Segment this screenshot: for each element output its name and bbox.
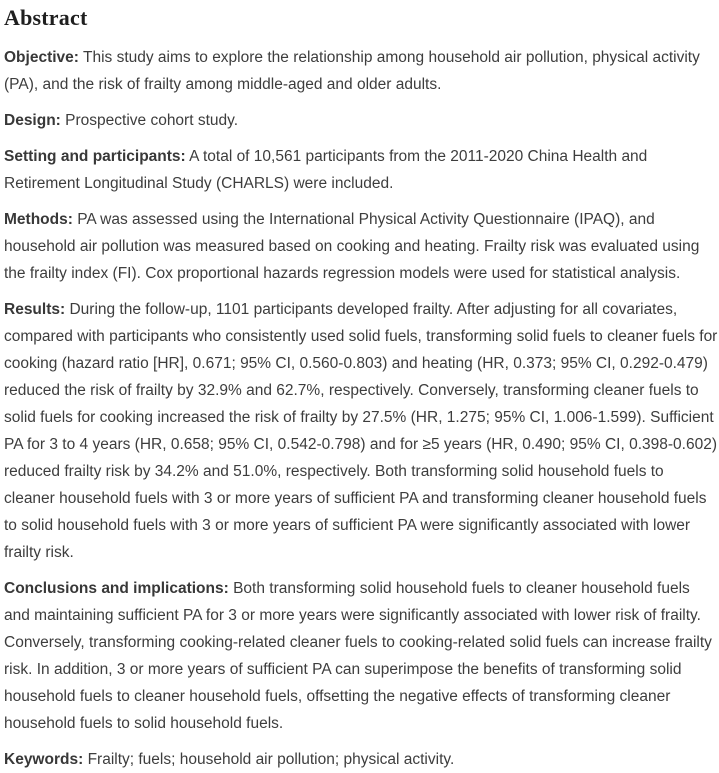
- results-text: During the follow-up, 1101 participants …: [4, 301, 718, 561]
- results-paragraph: Results: During the follow-up, 1101 part…: [4, 296, 718, 566]
- objective-text: This study aims to explore the relations…: [4, 49, 700, 93]
- objective-paragraph: Objective: This study aims to explore th…: [4, 44, 718, 98]
- keywords-label: Keywords:: [4, 751, 84, 768]
- results-label: Results:: [4, 301, 66, 318]
- methods-label: Methods:: [4, 211, 73, 228]
- design-text: Prospective cohort study.: [65, 112, 239, 129]
- conclusions-label: Conclusions and implications:: [4, 580, 229, 597]
- design-paragraph: Design: Prospective cohort study.: [4, 107, 718, 134]
- conclusions-paragraph: Conclusions and implications: Both trans…: [4, 575, 718, 737]
- abstract-title: Abstract: [4, 5, 88, 30]
- setting-participants-label: Setting and participants:: [4, 148, 186, 165]
- design-label: Design:: [4, 112, 61, 129]
- keywords-paragraph: Keywords: Frailty; fuels; household air …: [4, 746, 718, 773]
- methods-paragraph: Methods: PA was assessed using the Inter…: [4, 206, 718, 287]
- setting-participants-text: A total of 10,561 participants from the …: [4, 148, 648, 192]
- keywords-text: Frailty; fuels; household air pollution;…: [87, 751, 455, 768]
- conclusions-text: Both transforming solid household fuels …: [4, 580, 712, 732]
- methods-text: PA was assessed using the International …: [4, 211, 700, 282]
- objective-label: Objective:: [4, 49, 79, 66]
- setting-participants-paragraph: Setting and participants: A total of 10,…: [4, 143, 718, 197]
